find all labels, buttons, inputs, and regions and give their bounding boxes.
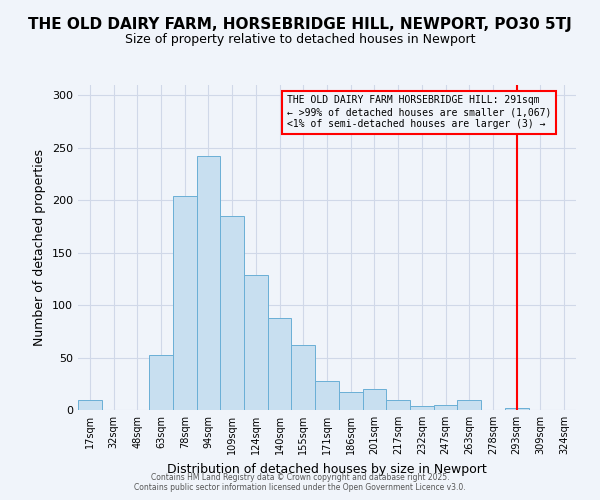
Text: THE OLD DAIRY FARM, HORSEBRIDGE HILL, NEWPORT, PO30 5TJ: THE OLD DAIRY FARM, HORSEBRIDGE HILL, NE… (28, 18, 572, 32)
Y-axis label: Number of detached properties: Number of detached properties (34, 149, 46, 346)
Bar (173, 196, 197, 410)
Bar (386, 400, 410, 410)
Bar (362, 389, 386, 410)
Bar (339, 392, 362, 410)
Bar (434, 405, 457, 410)
Bar (244, 275, 268, 410)
Text: THE OLD DAIRY FARM HORSEBRIDGE HILL: 291sqm
← >99% of detached houses are smalle: THE OLD DAIRY FARM HORSEBRIDGE HILL: 291… (287, 96, 551, 128)
Bar (410, 406, 434, 410)
Bar (292, 345, 315, 410)
Bar (220, 216, 244, 410)
Bar (505, 408, 529, 410)
Bar (197, 156, 220, 410)
Text: Size of property relative to detached houses in Newport: Size of property relative to detached ho… (125, 32, 475, 46)
Bar (315, 380, 339, 410)
Bar (78, 400, 102, 410)
Bar (268, 318, 292, 410)
X-axis label: Distribution of detached houses by size in Newport: Distribution of detached houses by size … (167, 462, 487, 475)
Bar (457, 400, 481, 410)
Bar (149, 356, 173, 410)
Text: Contains HM Land Registry data © Crown copyright and database right 2025.
Contai: Contains HM Land Registry data © Crown c… (134, 473, 466, 492)
